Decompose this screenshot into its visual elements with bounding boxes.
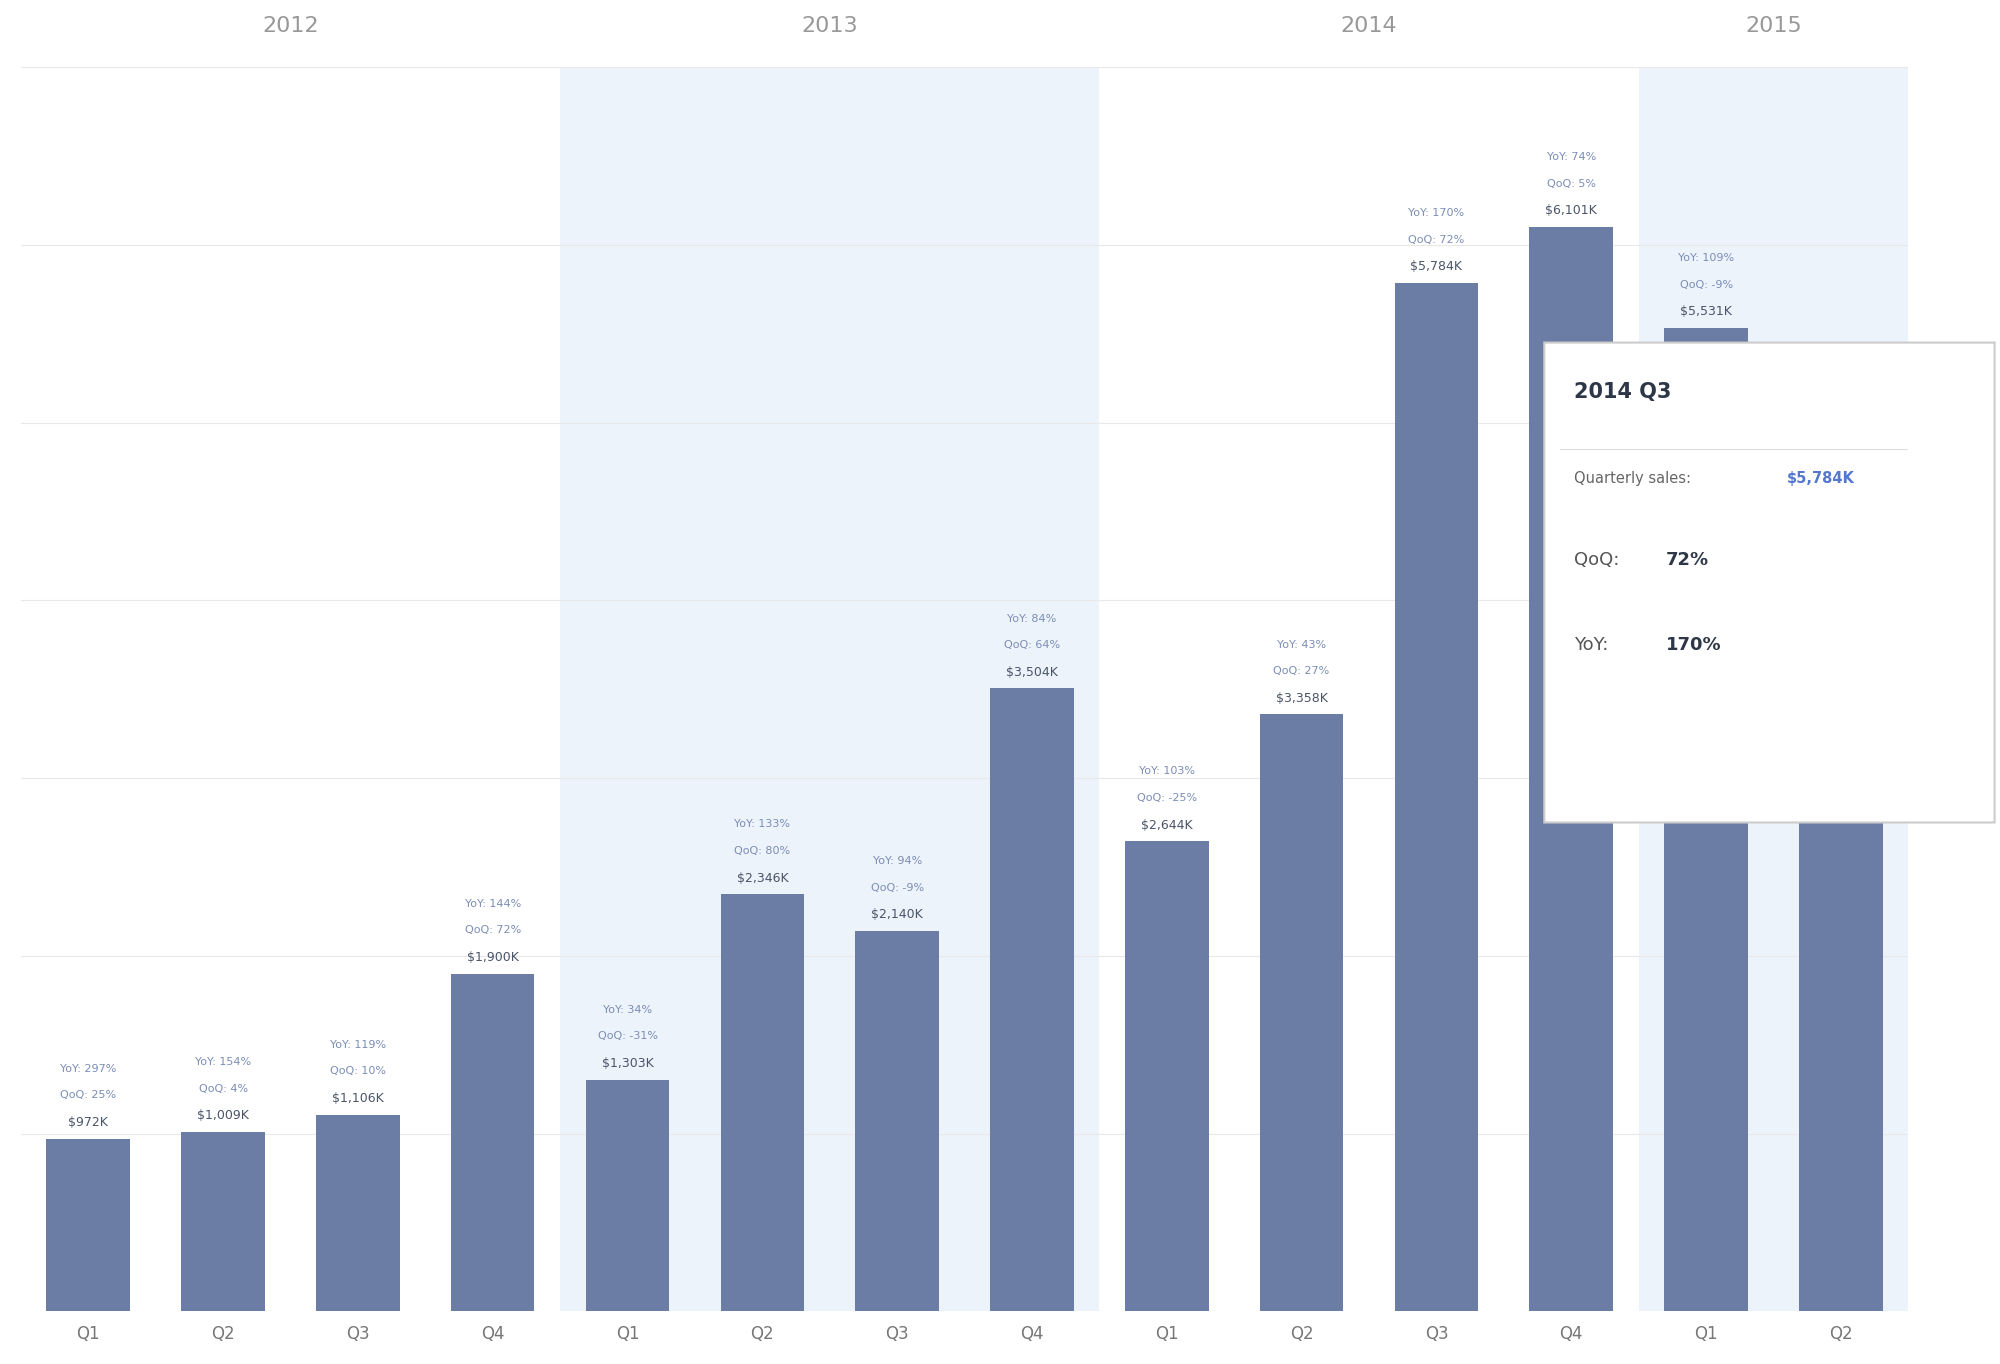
Text: $1,900K: $1,900K	[466, 951, 518, 964]
Text: $4,978K: $4,978K	[1814, 404, 1866, 417]
Bar	[20, 67, 560, 1311]
Text: QoQ: 25%: QoQ: 25%	[60, 1090, 116, 1101]
Bar	[1800, 427, 1882, 1311]
Text: QoQ: -31%: QoQ: -31%	[598, 1031, 658, 1042]
Text: $1,106K: $1,106K	[332, 1093, 384, 1105]
Text: QoQ: -10%: QoQ: -10%	[1810, 378, 1870, 389]
Text: YoY: 144%: YoY: 144%	[464, 899, 520, 908]
Text: $2,346K: $2,346K	[736, 872, 788, 884]
Text: YoY: 48%: YoY: 48%	[1816, 352, 1866, 361]
Text: 2013: 2013	[802, 16, 858, 35]
Text: QoQ: -9%: QoQ: -9%	[1680, 280, 1732, 291]
Bar	[1664, 329, 1748, 1311]
Text: 72%: 72%	[1666, 551, 1708, 569]
Text: YoY: 109%: YoY: 109%	[1678, 254, 1734, 263]
Bar	[1638, 67, 1908, 1311]
Text: $1,009K: $1,009K	[198, 1109, 250, 1123]
Bar	[1394, 284, 1478, 1311]
Text: 170%: 170%	[1666, 636, 1722, 653]
Text: QoQ: 64%: QoQ: 64%	[1004, 640, 1060, 651]
Text: QoQ: 72%: QoQ: 72%	[1408, 235, 1464, 246]
Text: YoY: 94%: YoY: 94%	[872, 857, 922, 866]
Text: YoY: 103%: YoY: 103%	[1138, 767, 1194, 776]
Text: $3,358K: $3,358K	[1276, 692, 1328, 705]
Text: YoY: 84%: YoY: 84%	[1008, 614, 1056, 623]
Text: $972K: $972K	[68, 1116, 108, 1129]
Text: QoQ: 72%: QoQ: 72%	[464, 925, 520, 936]
Text: $3,504K: $3,504K	[1006, 666, 1058, 679]
Text: YoY: 119%: YoY: 119%	[330, 1039, 386, 1050]
Text: YoY: 43%: YoY: 43%	[1278, 640, 1326, 649]
Bar	[316, 1114, 400, 1311]
Text: YoY: 74%: YoY: 74%	[1546, 151, 1596, 162]
Text: QoQ: 10%: QoQ: 10%	[330, 1067, 386, 1076]
Text: YoY: 170%: YoY: 170%	[1408, 209, 1464, 218]
Text: Quarterly sales:: Quarterly sales:	[1574, 471, 1696, 486]
Bar	[856, 930, 938, 1311]
Text: YoY: 154%: YoY: 154%	[196, 1057, 252, 1067]
Text: QoQ: 4%: QoQ: 4%	[198, 1084, 248, 1094]
Bar	[1530, 226, 1614, 1311]
Text: $5,784K: $5,784K	[1786, 471, 1854, 486]
Text: $5,531K: $5,531K	[1680, 306, 1732, 318]
Text: $5,784K: $5,784K	[1410, 261, 1462, 273]
Text: QoQ: -25%: QoQ: -25%	[1136, 792, 1196, 803]
Text: 2015: 2015	[1746, 16, 1802, 35]
Bar	[182, 1132, 264, 1311]
Text: 2014 Q3: 2014 Q3	[1574, 382, 1672, 401]
Text: YoY:: YoY:	[1574, 636, 1614, 653]
Text: 2012: 2012	[262, 16, 318, 35]
Text: YoY: 34%: YoY: 34%	[602, 1005, 652, 1015]
Bar	[1126, 842, 1208, 1311]
Text: QoQ: -9%: QoQ: -9%	[870, 883, 924, 892]
Bar	[450, 974, 534, 1311]
Text: QoQ: 27%: QoQ: 27%	[1274, 666, 1330, 677]
Text: $2,644K: $2,644K	[1140, 818, 1192, 832]
Text: YoY: 133%: YoY: 133%	[734, 820, 790, 829]
Text: QoQ:: QoQ:	[1574, 551, 1626, 569]
Text: $1,303K: $1,303K	[602, 1057, 654, 1069]
Text: 2014: 2014	[1340, 16, 1398, 35]
Bar	[1260, 715, 1344, 1311]
Bar	[1100, 67, 1638, 1311]
Text: YoY: 297%: YoY: 297%	[60, 1064, 116, 1073]
Bar	[720, 895, 804, 1311]
Bar	[560, 67, 1100, 1311]
Text: QoQ: 80%: QoQ: 80%	[734, 846, 790, 857]
Bar	[46, 1139, 130, 1311]
Text: QoQ: 5%: QoQ: 5%	[1546, 179, 1596, 188]
Text: $6,101K: $6,101K	[1546, 205, 1598, 217]
Bar	[990, 689, 1074, 1311]
FancyBboxPatch shape	[1544, 342, 1994, 822]
Bar	[586, 1080, 670, 1311]
Text: $2,140K: $2,140K	[872, 908, 924, 921]
